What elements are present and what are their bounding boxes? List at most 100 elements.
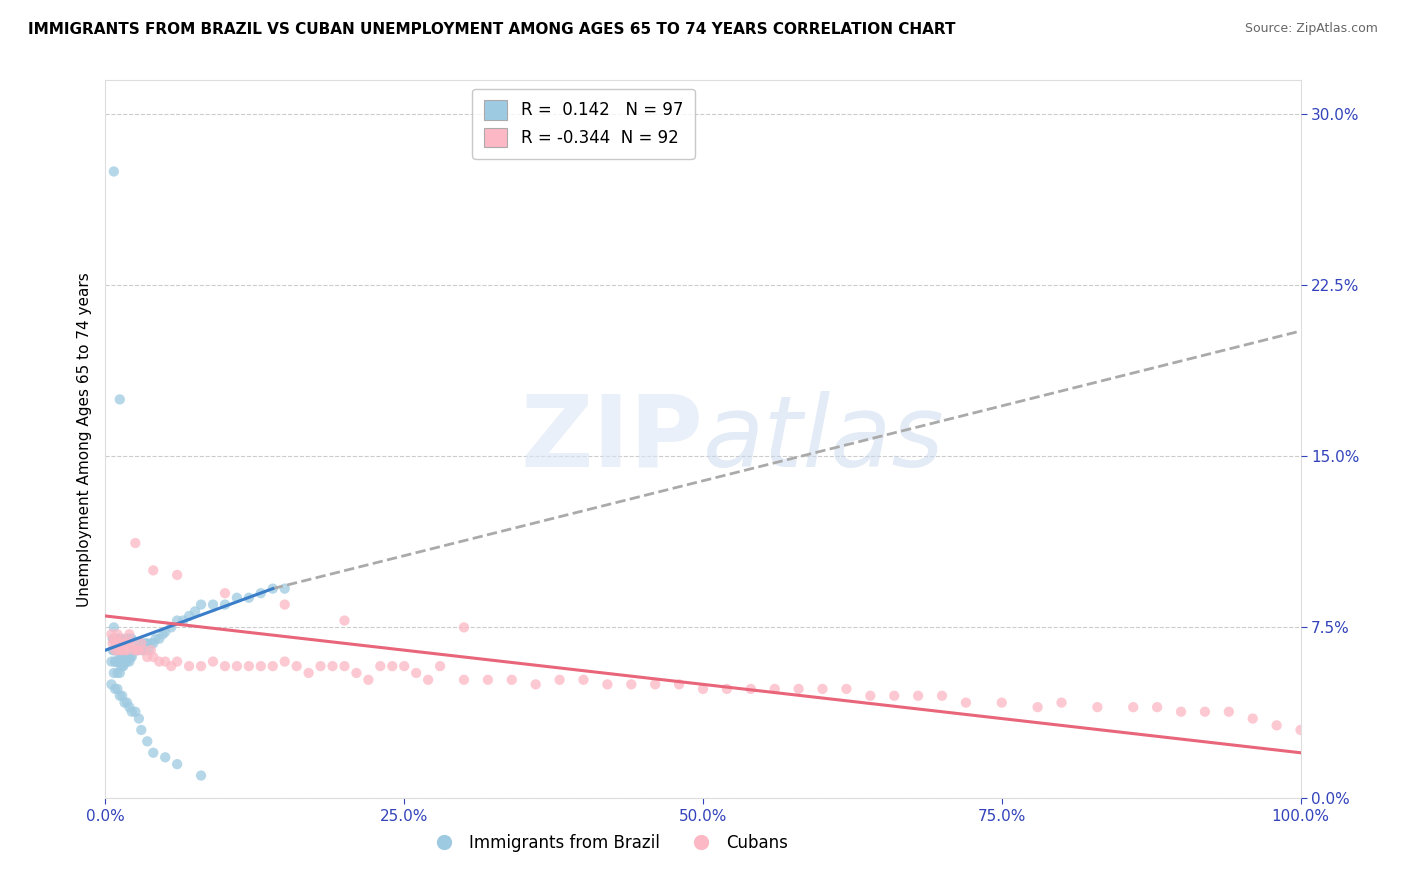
Text: ZIP: ZIP — [520, 391, 703, 488]
Point — [103, 632, 125, 646]
Point — [273, 655, 295, 669]
Point — [108, 632, 131, 646]
Point — [190, 768, 212, 782]
Point — [285, 659, 308, 673]
Point — [184, 604, 207, 618]
Point — [104, 655, 127, 669]
Point — [114, 636, 136, 650]
Point — [118, 632, 141, 646]
Point — [110, 659, 132, 673]
Point — [172, 614, 194, 628]
Point — [104, 643, 127, 657]
Point — [104, 681, 127, 696]
Point — [1241, 712, 1264, 726]
Point — [990, 696, 1012, 710]
Text: atlas: atlas — [703, 391, 945, 488]
Point — [572, 673, 595, 687]
Point — [104, 643, 127, 657]
Point — [321, 659, 344, 673]
Point — [418, 673, 440, 687]
Point — [190, 659, 212, 673]
Point — [114, 636, 136, 650]
Point — [153, 655, 177, 669]
Point — [166, 655, 188, 669]
Text: IMMIGRANTS FROM BRAZIL VS CUBAN UNEMPLOYMENT AMONG AGES 65 TO 74 YEARS CORRELATI: IMMIGRANTS FROM BRAZIL VS CUBAN UNEMPLOY… — [28, 22, 956, 37]
Point — [112, 636, 135, 650]
Point — [128, 636, 150, 650]
Point — [127, 643, 149, 657]
Point — [177, 659, 201, 673]
Point — [122, 643, 145, 657]
Point — [1146, 700, 1168, 714]
Point — [357, 673, 380, 687]
Point — [644, 677, 666, 691]
Point — [108, 655, 131, 669]
Point — [105, 636, 128, 650]
Point — [763, 681, 786, 696]
Point — [115, 643, 138, 657]
Point — [100, 655, 122, 669]
Point — [142, 636, 165, 650]
Point — [110, 650, 132, 665]
Point — [548, 673, 571, 687]
Point — [596, 677, 619, 691]
Point — [153, 750, 177, 764]
Point — [107, 627, 129, 641]
Point — [125, 643, 148, 657]
Point — [103, 164, 125, 178]
Point — [368, 659, 391, 673]
Point — [129, 636, 153, 650]
Point — [129, 723, 153, 737]
Point — [1194, 705, 1216, 719]
Point — [136, 734, 159, 748]
Point — [101, 632, 124, 646]
Point — [124, 705, 146, 719]
Point — [114, 655, 136, 669]
Point — [122, 643, 145, 657]
Point — [129, 636, 153, 650]
Point — [501, 673, 523, 687]
Point — [111, 632, 134, 646]
Point — [145, 632, 167, 646]
Point — [104, 655, 127, 669]
Point — [104, 643, 127, 657]
Point — [166, 568, 188, 582]
Point — [202, 655, 225, 669]
Point — [148, 632, 170, 646]
Point — [118, 700, 141, 714]
Point — [453, 620, 475, 634]
Point — [142, 650, 165, 665]
Point — [392, 659, 416, 673]
Point — [859, 689, 882, 703]
Point — [298, 665, 321, 680]
Point — [103, 620, 125, 634]
Point — [250, 659, 273, 673]
Point — [108, 392, 131, 407]
Point — [132, 643, 155, 657]
Point — [112, 659, 135, 673]
Point — [108, 643, 131, 657]
Point — [110, 636, 132, 650]
Point — [115, 632, 138, 646]
Point — [346, 665, 368, 680]
Point — [835, 681, 858, 696]
Point — [787, 681, 810, 696]
Point — [716, 681, 738, 696]
Point — [117, 632, 139, 646]
Point — [117, 636, 139, 650]
Point — [225, 659, 249, 673]
Point — [105, 643, 128, 657]
Point — [883, 689, 905, 703]
Point — [309, 659, 332, 673]
Point — [138, 643, 160, 657]
Point — [405, 665, 427, 680]
Point — [100, 627, 122, 641]
Point — [152, 627, 174, 641]
Point — [202, 598, 225, 612]
Y-axis label: Unemployment Among Ages 65 to 74 years: Unemployment Among Ages 65 to 74 years — [76, 272, 91, 607]
Point — [668, 677, 690, 691]
Point — [112, 648, 135, 662]
Point — [107, 655, 129, 669]
Point — [111, 648, 134, 662]
Point — [1026, 700, 1049, 714]
